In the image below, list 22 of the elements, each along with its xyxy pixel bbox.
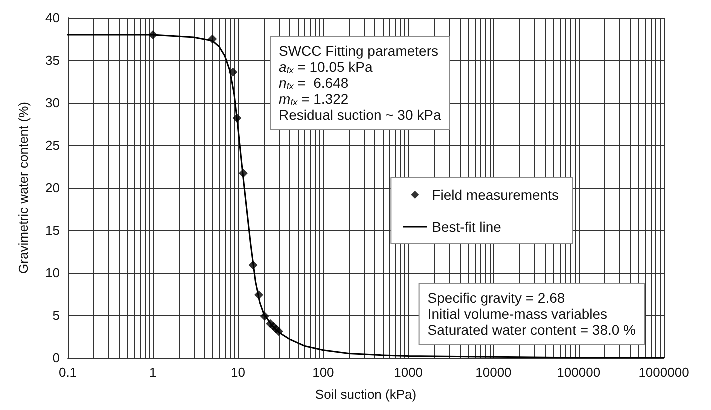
y-tick-label: 20 bbox=[46, 180, 60, 196]
y-axis-title: Gravimetric water content (%) bbox=[16, 102, 31, 274]
y-tick-label: 25 bbox=[46, 138, 60, 153]
y-tick-label: 15 bbox=[46, 223, 60, 238]
legend-label: Field measurements bbox=[432, 187, 559, 203]
y-tick-label: 10 bbox=[46, 266, 60, 280]
x-tick-label: 1000000 bbox=[638, 365, 690, 380]
y-tick-label: 30 bbox=[46, 96, 60, 110]
x-tick-label: 10 bbox=[231, 365, 246, 380]
y-tick-label: 5 bbox=[52, 308, 60, 323]
x-axis-title: Soil suction (kPa) bbox=[315, 387, 417, 402]
x-tick-label: 1 bbox=[150, 365, 157, 380]
y-tick-label: 0 bbox=[52, 350, 60, 366]
x-tick-label: 100000 bbox=[557, 365, 601, 380]
y-tick-label: 40 bbox=[46, 10, 60, 26]
annotation: Specific gravity = 2.68 Initial volume-mass variables Saturated water content = 38.0 % bbox=[428, 290, 636, 338]
legend-label: Best-fit line bbox=[432, 219, 502, 235]
y-tick-label: 35 bbox=[46, 53, 60, 68]
x-tick-label: 10000 bbox=[476, 365, 512, 380]
x-tick-label: 0.1 bbox=[58, 365, 78, 380]
x-tick-label: 100 bbox=[312, 365, 334, 380]
x-tick-label: 1000 bbox=[394, 365, 424, 380]
